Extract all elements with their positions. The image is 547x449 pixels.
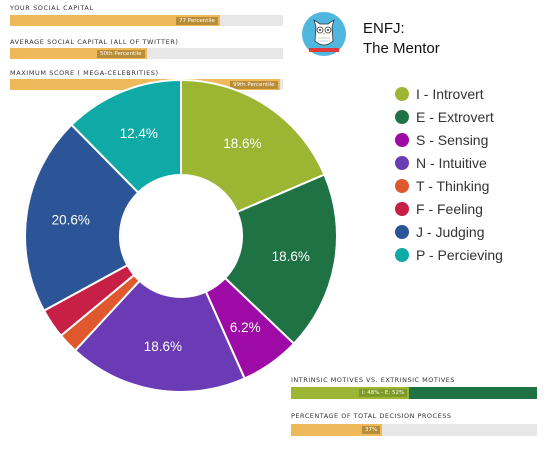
donut-slice-n-intuitive: [73, 279, 246, 393]
legend-swatch: [395, 248, 409, 263]
your-social-capital-fill: [10, 15, 220, 26]
donut-slice-e-extrovert: [223, 173, 338, 346]
extrinsic-fill: [409, 387, 537, 399]
legend-item: F - Feeling: [395, 197, 503, 220]
legend-label: T - Thinking: [416, 177, 490, 194]
maximum-score-tag: 99th Percentile: [230, 80, 278, 89]
personality-code: ENFJ:: [363, 20, 405, 37]
legend-item: T - Thinking: [395, 174, 503, 197]
your-social-capital-tag: 77 Percentile: [176, 16, 218, 25]
legend-swatch: [395, 109, 409, 124]
your-social-capital-bar: 77 Percentile: [10, 15, 283, 26]
owl-icon: [301, 11, 347, 57]
legend-label: E - Extrovert: [416, 108, 494, 125]
legend-item: E - Extrovert: [395, 105, 503, 128]
decision-tag: 37%: [362, 426, 381, 434]
maximum-score-label: MAXIMUM SCORE ( MEGA-CELEBRITIES): [10, 69, 159, 77]
average-social-capital-fill: [10, 48, 147, 59]
decision-fill: [291, 424, 382, 436]
donut-data-label: 18.6%: [272, 249, 310, 264]
average-social-capital-bar: 50th Percentile: [10, 48, 283, 59]
motives-label: INTRINSIC MOTIVES VS. EXTRINSIC MOTIVES: [291, 376, 455, 384]
personality-name: The Mentor: [363, 40, 440, 57]
donut-data-label: 18.6%: [144, 339, 182, 354]
legend-swatch: [395, 132, 409, 147]
average-social-capital-tag: 50th Percentile: [97, 49, 145, 58]
legend-swatch: [395, 86, 409, 101]
legend-swatch: [395, 202, 409, 217]
legend-label: P - Percieving: [416, 247, 503, 264]
legend-item: N - Intuitive: [395, 151, 503, 174]
motives-bar: I: 48% - E: 52%: [291, 387, 537, 399]
donut-slice-p-percieving: [70, 78, 182, 194]
legend-item: J - Judging: [395, 221, 503, 244]
donut-data-label: 20.6%: [52, 213, 90, 228]
donut-data-label: 18.6%: [223, 136, 261, 151]
legend-label: F - Feeling: [416, 201, 483, 218]
legend-item: I - Introvert: [395, 82, 503, 105]
motives-tag: I: 48% - E: 52%: [359, 389, 408, 397]
legend-item: P - Percieving: [395, 244, 503, 267]
donut-slice-j-judging: [24, 123, 140, 312]
donut-slice-i-introvert: [180, 78, 326, 214]
chart-legend: I - Introvert E - Extrovert S - Sensing N -…: [395, 82, 503, 267]
legend-label: N - Intuitive: [416, 154, 487, 171]
donut-data-label: 12.4%: [120, 126, 158, 141]
legend-swatch: [395, 225, 409, 240]
legend-swatch: [395, 178, 409, 193]
legend-label: S - Sensing: [416, 131, 489, 148]
legend-label: I - Introvert: [416, 85, 484, 102]
average-social-capital-label: AVERAGE SOCIAL CAPITAL (ALL OF TWITTER): [10, 38, 179, 46]
decision-label: PERCENTAGE OF TOTAL DECISION PROCESS: [291, 412, 452, 420]
your-social-capital-label: YOUR SOCIAL CAPITAL: [10, 4, 94, 12]
legend-item: S - Sensing: [395, 128, 503, 151]
decision-bar: 37%: [291, 424, 537, 436]
legend-swatch: [395, 155, 409, 170]
donut-data-label: 6.2%: [230, 320, 261, 335]
legend-label: J - Judging: [416, 224, 485, 241]
